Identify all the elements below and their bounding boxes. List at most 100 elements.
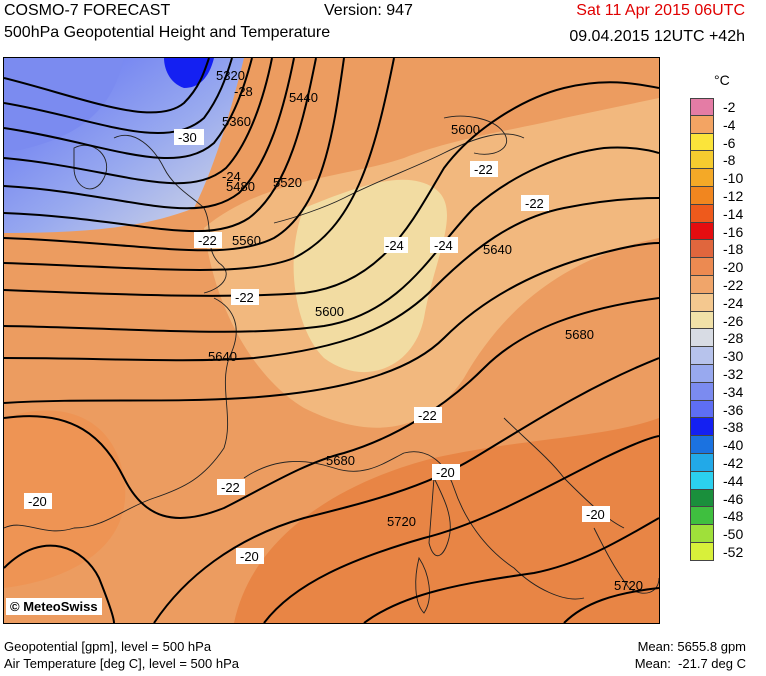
contour-label: -30 [178,130,197,145]
legend-swatch [690,222,714,241]
temperature-field-iberia [4,410,126,588]
legend-swatch [690,543,714,561]
legend-swatch [690,311,714,330]
legend-tick-label: -6 [723,134,736,151]
footer-geopotential: Geopotential [gpm], level = 500 hPa [4,639,212,654]
mean-temperature: Mean: -21.7 deg C [634,656,746,671]
model-title: COSMO-7 FORECAST [4,2,171,19]
contour-label-bg [430,237,458,253]
contour-label: -20 [586,507,605,522]
contour-label-bg [521,195,549,211]
temperature-field-core [164,58,214,88]
legend-tick-label: -14 [723,205,744,222]
contour-label: 5720 [387,514,416,529]
contour-label: -22 [221,480,240,495]
contour-label: 5680 [326,453,355,468]
legend-tick-label: -2 [723,99,736,115]
legend-swatch [690,115,714,134]
legend-swatch [690,418,714,437]
valid-time: Sat 11 Apr 2015 06UTC [576,2,745,19]
legend-swatch [690,347,714,365]
legend-tick-label: -46 [723,490,744,507]
run-time: 09.04.2015 12UTC +42h [569,28,745,45]
legend-swatch [690,204,714,223]
legend-swatch [690,258,714,276]
legend-tick-label: -34 [723,383,744,400]
legend-tick-label: -22 [723,277,744,293]
legend-tick-label: -20 [723,259,744,276]
contour-label: 5600 [315,304,344,319]
temperature-field-warm [234,418,659,623]
legend-swatch [690,489,714,508]
geopotential-contours [4,58,659,623]
contour-label: -24 [434,238,453,253]
legend-swatch [690,240,714,259]
contour-labels: 5320 -28 5440 5360 -30 -24 5480 5520 -22… [24,68,643,593]
contour-label: 5440 [289,90,318,105]
contour-label: -22 [198,233,217,248]
contour-label: 5600 [451,122,480,137]
contour-label: -22 [474,162,493,177]
legend-swatch [690,507,714,526]
contour-label: 5480 [226,179,255,194]
mean-geopotential: Mean: 5655.8 gpm [637,639,746,654]
legend-tick-label: -52 [723,544,744,560]
forecast-map: 5320 -28 5440 5360 -30 -24 5480 5520 -22… [3,57,660,624]
contour-label: -22 [525,196,544,211]
copyright-label: © MeteoSwiss [6,598,102,615]
contour-label-bg [174,129,204,145]
legend-swatch [690,276,714,294]
legend-swatch [690,293,714,312]
contour-label: 5360 [222,114,251,129]
map-subtitle: 500hPa Geopotential Height and Temperatu… [4,24,331,41]
legend-swatch [690,525,714,543]
legend-tick-label: -12 [723,188,744,204]
legend-tick-label: -48 [723,508,744,525]
contour-label: 5320 [216,68,245,83]
legend-swatch [690,187,714,205]
contour-label: -28 [234,84,253,99]
legend-tick-label: -50 [723,526,744,543]
contour-label-bg [470,161,498,177]
forecast-map-canvas: 5320 -28 5440 5360 -30 -24 5480 5520 -22… [4,58,659,623]
legend-tick-label: -16 [723,223,744,240]
contour-label: 5640 [208,349,237,364]
legend-swatch [690,133,714,152]
contour-label: -20 [240,549,259,564]
legend-tick-label: -36 [723,401,744,418]
legend-tick-label: -10 [723,170,744,187]
contour-label: 5560 [232,233,261,248]
contour-label-bg [414,407,442,423]
legend-tick-label: -24 [723,294,744,311]
contour-label-bg [236,548,264,564]
temperature-field-34 [4,58,124,153]
legend-tick-label: -38 [723,419,744,436]
contour-label-bg [582,506,610,522]
contour-label-bg [24,493,52,509]
contour-label: -24 [385,238,404,253]
contour-label-bg [217,479,245,495]
contour-label: -20 [436,465,455,480]
legend-unit: °C [714,72,730,88]
legend-tick-label: -40 [723,437,744,454]
legend-tick-label: -42 [723,455,744,471]
contour-label: 5640 [483,242,512,257]
contour-label-bg [194,232,222,248]
legend-swatch [690,382,714,401]
contour-label-bg [384,237,408,253]
contour-label: 5720 [614,578,643,593]
contour-label-bg [231,289,259,305]
legend-tick-label: -8 [723,152,736,169]
legend-swatch [690,471,714,490]
legend-tick-label: -44 [723,472,744,489]
legend-tick-label: -30 [723,348,744,365]
contour-label: -22 [418,408,437,423]
legend-tick-label: -28 [723,330,744,347]
legend-swatch [690,98,714,116]
legend-swatch [690,329,714,348]
legend-tick-label: -18 [723,241,744,258]
contour-label: 5520 [273,175,302,190]
legend-tick-label: -4 [723,116,736,133]
contour-label: -22 [235,290,254,305]
contour-label: 5680 [565,327,594,342]
